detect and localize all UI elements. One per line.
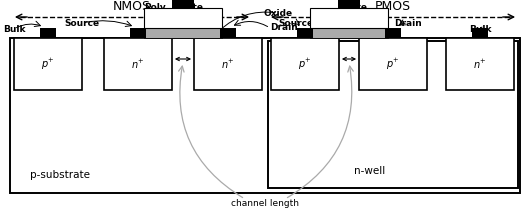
Bar [268,41,518,188]
Text: Bulk: Bulk [3,24,25,33]
Bar [310,28,388,38]
Text: Drain: Drain [270,23,298,33]
Bar [10,38,520,193]
Text: $p^{+}$: $p^{+}$ [41,56,55,72]
Bar [271,38,339,90]
Text: $n^{+}$: $n^{+}$ [473,58,487,71]
Text: $p^{+}$: $p^{+}$ [386,56,400,72]
Text: NMOS: NMOS [113,0,151,13]
Text: Source: Source [65,19,100,27]
Text: PMOS: PMOS [375,0,411,13]
Text: Gate: Gate [180,3,204,12]
Text: Oxide: Oxide [263,9,293,17]
Bar [144,28,222,38]
Text: $n^{+}$: $n^{+}$ [131,58,145,71]
Text: Bulk: Bulk [469,24,491,33]
Bar [359,38,427,90]
Text: n-well: n-well [355,166,386,176]
Bar [40,28,56,38]
Text: Drain: Drain [394,19,422,27]
Bar [130,28,146,38]
Text: Gate: Gate [343,3,367,13]
Bar [14,38,82,90]
Bar [220,28,236,38]
Bar [194,38,262,90]
Text: $n^{+}$: $n^{+}$ [221,58,235,71]
Bar [297,28,313,38]
Bar [338,0,360,8]
Bar [144,8,222,28]
Bar [472,28,488,38]
Text: channel length: channel length [231,199,299,207]
Text: p-substrate: p-substrate [30,170,90,180]
Text: Poly: Poly [144,3,166,12]
Text: Source: Source [278,19,314,27]
Bar [172,0,194,8]
Bar [104,38,172,90]
Bar [310,8,388,28]
Text: $p^{+}$: $p^{+}$ [298,56,312,72]
Bar [385,28,401,38]
Bar [446,38,514,90]
